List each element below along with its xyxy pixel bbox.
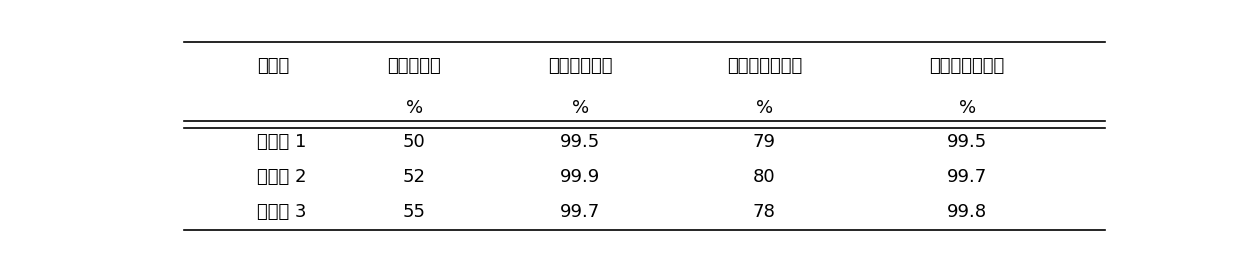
Text: 50: 50 [403, 133, 425, 151]
Text: 99.7: 99.7 [947, 168, 987, 186]
Text: 80: 80 [753, 168, 776, 186]
Text: 99.8: 99.8 [947, 203, 987, 221]
Text: %: % [959, 99, 976, 117]
Text: 酯交换选择性: 酯交换选择性 [548, 58, 612, 76]
Text: 78: 78 [753, 203, 776, 221]
Text: %: % [756, 99, 773, 117]
Text: 碳酸二苯酯纯度: 碳酸二苯酯纯度 [929, 58, 1005, 76]
Text: %: % [571, 99, 589, 117]
Text: 55: 55 [403, 203, 426, 221]
Text: 催化剑: 催化剑 [258, 58, 290, 76]
Text: 99.7: 99.7 [560, 203, 600, 221]
Text: 79: 79 [753, 133, 776, 151]
Text: 催化剑 1: 催化剑 1 [258, 133, 307, 151]
Text: 99.5: 99.5 [560, 133, 600, 151]
Text: 催化剑 2: 催化剑 2 [258, 168, 307, 186]
Text: 99.5: 99.5 [947, 133, 987, 151]
Text: 52: 52 [403, 168, 426, 186]
Text: 苯酚转化率: 苯酚转化率 [388, 58, 441, 76]
Text: 催化剑 3: 催化剑 3 [258, 203, 307, 221]
Text: 碳酸二苯酯产率: 碳酸二苯酯产率 [727, 58, 802, 76]
Text: 99.9: 99.9 [560, 168, 600, 186]
Text: %: % [405, 99, 422, 117]
